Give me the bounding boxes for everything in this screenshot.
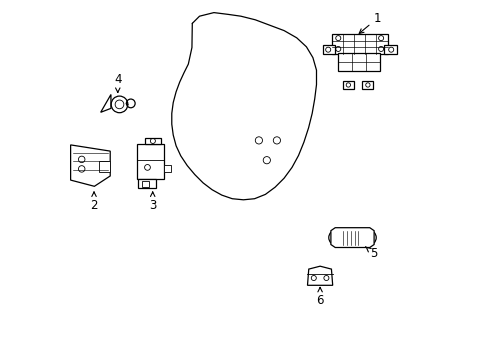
Text: 4: 4: [114, 73, 122, 93]
Text: 3: 3: [149, 192, 156, 212]
Polygon shape: [362, 81, 372, 89]
Polygon shape: [383, 45, 396, 54]
Polygon shape: [163, 165, 170, 172]
Text: 6: 6: [316, 287, 323, 307]
Bar: [137, 144, 163, 179]
Polygon shape: [99, 161, 110, 172]
Bar: [138, 179, 155, 188]
Bar: [142, 180, 148, 187]
Polygon shape: [342, 81, 353, 89]
Bar: [338, 53, 380, 71]
Polygon shape: [101, 94, 111, 112]
Polygon shape: [144, 138, 161, 144]
Text: 1: 1: [359, 12, 381, 33]
Text: 5: 5: [365, 247, 377, 260]
Bar: [331, 34, 387, 54]
Polygon shape: [322, 45, 335, 54]
Text: 2: 2: [90, 192, 98, 212]
Polygon shape: [70, 145, 110, 186]
Polygon shape: [307, 266, 332, 285]
Polygon shape: [330, 228, 373, 248]
